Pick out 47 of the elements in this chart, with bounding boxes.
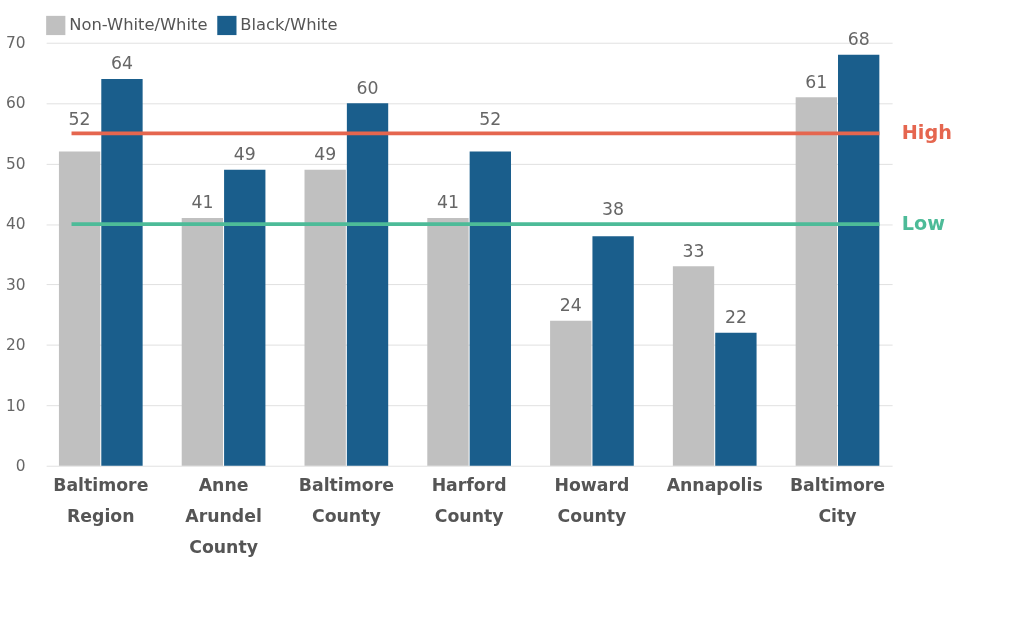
y-tick-label: 10 bbox=[5, 396, 26, 415]
bar bbox=[224, 169, 266, 466]
bar bbox=[838, 54, 880, 466]
bar bbox=[181, 218, 224, 466]
x-tick-label: Baltimore Region bbox=[53, 475, 149, 527]
y-tick-label: 60 bbox=[5, 94, 26, 113]
bar bbox=[469, 151, 511, 466]
legend-label: Black/White bbox=[240, 15, 338, 35]
bar bbox=[58, 151, 101, 466]
data-label: 22 bbox=[724, 307, 747, 328]
y-tick-label: 50 bbox=[5, 154, 26, 173]
y-tick-label: 70 bbox=[5, 34, 26, 53]
data-label: 24 bbox=[559, 295, 582, 316]
x-tick-label: Harford County bbox=[431, 475, 507, 527]
x-tick-label: Anne Arundel County bbox=[185, 475, 262, 557]
data-label: 68 bbox=[847, 29, 870, 50]
bar bbox=[346, 103, 389, 466]
data-label: 41 bbox=[436, 192, 459, 213]
bar bbox=[550, 320, 592, 466]
x-tick-label: Annapolis bbox=[666, 475, 763, 496]
data-label: 52 bbox=[68, 108, 91, 129]
y-tick-label: 40 bbox=[5, 215, 26, 234]
data-label: 33 bbox=[682, 240, 705, 261]
data-label: 49 bbox=[314, 144, 337, 165]
data-label: 61 bbox=[805, 71, 828, 92]
data-label: 49 bbox=[233, 144, 256, 165]
bar bbox=[101, 79, 143, 466]
bar bbox=[672, 266, 715, 466]
ref-line-label: Low bbox=[901, 211, 946, 235]
bar bbox=[427, 218, 469, 466]
data-label: 41 bbox=[191, 192, 214, 213]
data-label: 64 bbox=[110, 53, 133, 74]
x-tick-label: Baltimore County bbox=[298, 475, 394, 527]
y-tick-label: 20 bbox=[5, 336, 26, 355]
data-label: 60 bbox=[356, 77, 379, 98]
x-tick-label: Baltimore City bbox=[789, 475, 886, 527]
y-tick-label: 30 bbox=[5, 275, 26, 294]
data-label: 38 bbox=[602, 199, 625, 220]
legend-label: Non-White/White bbox=[69, 15, 208, 35]
bar bbox=[592, 236, 634, 466]
bar bbox=[715, 332, 757, 466]
data-label: 52 bbox=[479, 108, 502, 129]
y-tick-label: 0 bbox=[15, 457, 26, 476]
bar bbox=[795, 97, 837, 466]
bar bbox=[304, 169, 346, 466]
x-tick-label: Howard County bbox=[554, 475, 630, 527]
ref-line-label: High bbox=[901, 121, 952, 145]
